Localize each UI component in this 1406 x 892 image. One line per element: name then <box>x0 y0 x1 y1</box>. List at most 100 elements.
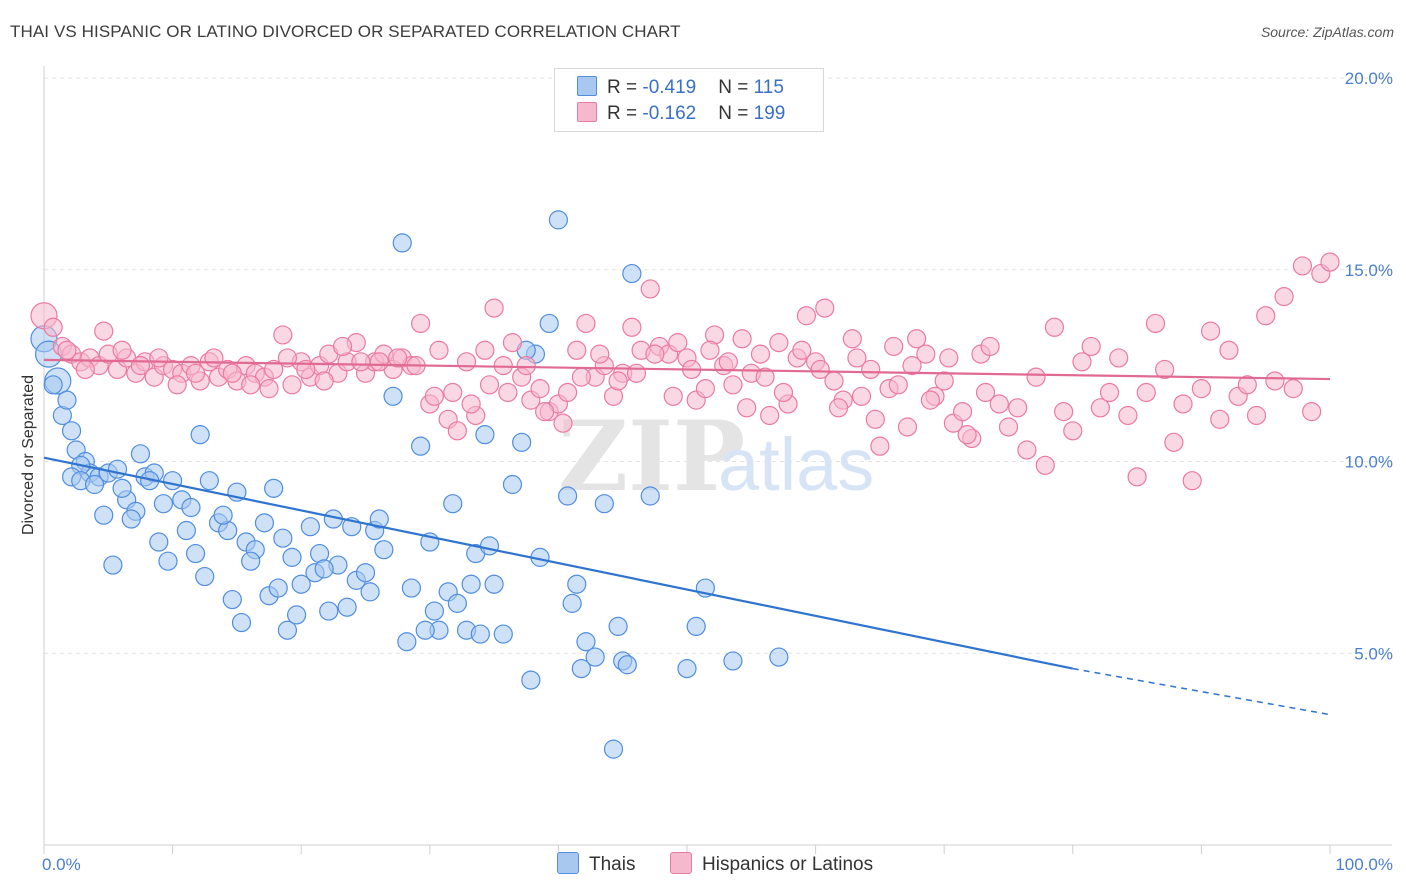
data-point <box>185 543 206 564</box>
data-point <box>332 336 353 357</box>
data-point <box>851 386 872 406</box>
data-point <box>810 359 830 380</box>
data-point <box>94 321 114 341</box>
data-point <box>282 375 302 395</box>
data-point <box>57 390 77 410</box>
data-point <box>1118 405 1138 426</box>
data-point <box>952 402 973 422</box>
data-point <box>755 367 775 387</box>
grid-lines <box>44 77 1392 654</box>
data-point <box>567 340 587 360</box>
y-tick-label: 20.0% <box>1345 69 1393 88</box>
data-point <box>1164 432 1184 452</box>
data-point <box>1072 352 1092 372</box>
data-point <box>158 551 178 571</box>
data-point <box>920 390 941 410</box>
data-point <box>296 359 316 380</box>
x-tick-label: 100.0% <box>1335 855 1393 874</box>
y-tick-label: 15.0% <box>1345 261 1393 280</box>
data-point <box>185 363 206 383</box>
data-point <box>1173 394 1193 414</box>
data-point <box>718 352 738 372</box>
chart-title: THAI VS HISPANIC OR LATINO DIVORCED OR S… <box>10 22 681 41</box>
data-point <box>484 574 504 594</box>
data-point <box>884 336 904 357</box>
legend-n-label: N = <box>718 103 754 124</box>
data-point <box>43 317 63 337</box>
data-point <box>576 632 596 652</box>
data-point <box>149 348 169 368</box>
data-point <box>337 597 357 617</box>
data-point <box>75 359 95 380</box>
data-point <box>287 605 307 625</box>
data-point <box>479 536 500 556</box>
data-point <box>1246 405 1267 426</box>
data-point <box>411 313 431 334</box>
data-point <box>429 340 449 360</box>
data-point <box>645 344 665 364</box>
data-point <box>1035 455 1055 475</box>
data-point <box>1026 367 1046 387</box>
data-point <box>498 382 518 403</box>
data-point <box>640 279 660 299</box>
data-point <box>273 325 293 345</box>
data-point <box>750 344 771 364</box>
data-point <box>603 739 624 759</box>
trend-line-thais-extrapolated <box>1072 667 1331 716</box>
data-point <box>43 375 63 395</box>
data-point <box>231 612 252 633</box>
data-point <box>241 375 261 395</box>
data-point <box>723 375 743 395</box>
legend-r-label: R = <box>607 77 643 98</box>
data-point <box>130 444 151 464</box>
data-point <box>112 478 132 498</box>
data-point <box>319 601 339 621</box>
data-point <box>355 563 376 583</box>
data-point <box>1237 375 1257 395</box>
legend-n-value: 199 <box>753 103 786 124</box>
chart-source: Source: ZipAtlas.com <box>1260 24 1394 40</box>
data-point <box>897 417 918 437</box>
data-point <box>608 371 628 391</box>
data-point <box>957 425 977 445</box>
data-point <box>204 348 224 368</box>
legend-n-value: 115 <box>753 77 784 98</box>
data-point <box>277 620 298 640</box>
data-point <box>456 352 477 372</box>
data-point <box>1136 382 1156 403</box>
data-point <box>1292 256 1313 276</box>
data-point <box>213 505 233 525</box>
data-point <box>975 382 996 403</box>
series-thais <box>30 210 789 759</box>
data-point <box>585 647 605 667</box>
data-point <box>103 555 123 575</box>
data-point <box>383 386 403 406</box>
data-point <box>411 436 431 456</box>
data-point <box>842 329 862 349</box>
data-point <box>470 624 490 644</box>
data-point <box>567 574 587 594</box>
data-point <box>259 379 279 399</box>
data-point <box>475 340 495 360</box>
data-point <box>989 394 1009 414</box>
data-point <box>888 375 908 395</box>
data-point <box>640 486 660 506</box>
data-point <box>1210 409 1230 429</box>
data-point <box>107 459 128 479</box>
data-point <box>351 352 371 372</box>
data-point <box>57 340 77 360</box>
data-point <box>264 478 284 498</box>
data-point <box>443 494 463 514</box>
data-point <box>1302 402 1322 422</box>
data-point <box>1182 471 1202 491</box>
data-point <box>502 474 523 495</box>
data-point <box>695 379 715 399</box>
x-tick-label: 0.0% <box>42 855 81 874</box>
data-point <box>1081 336 1101 357</box>
data-point <box>617 655 637 675</box>
data-point <box>176 520 196 541</box>
data-point <box>369 352 389 372</box>
data-point <box>557 382 578 403</box>
data-point <box>199 471 219 491</box>
data-point <box>195 566 215 587</box>
